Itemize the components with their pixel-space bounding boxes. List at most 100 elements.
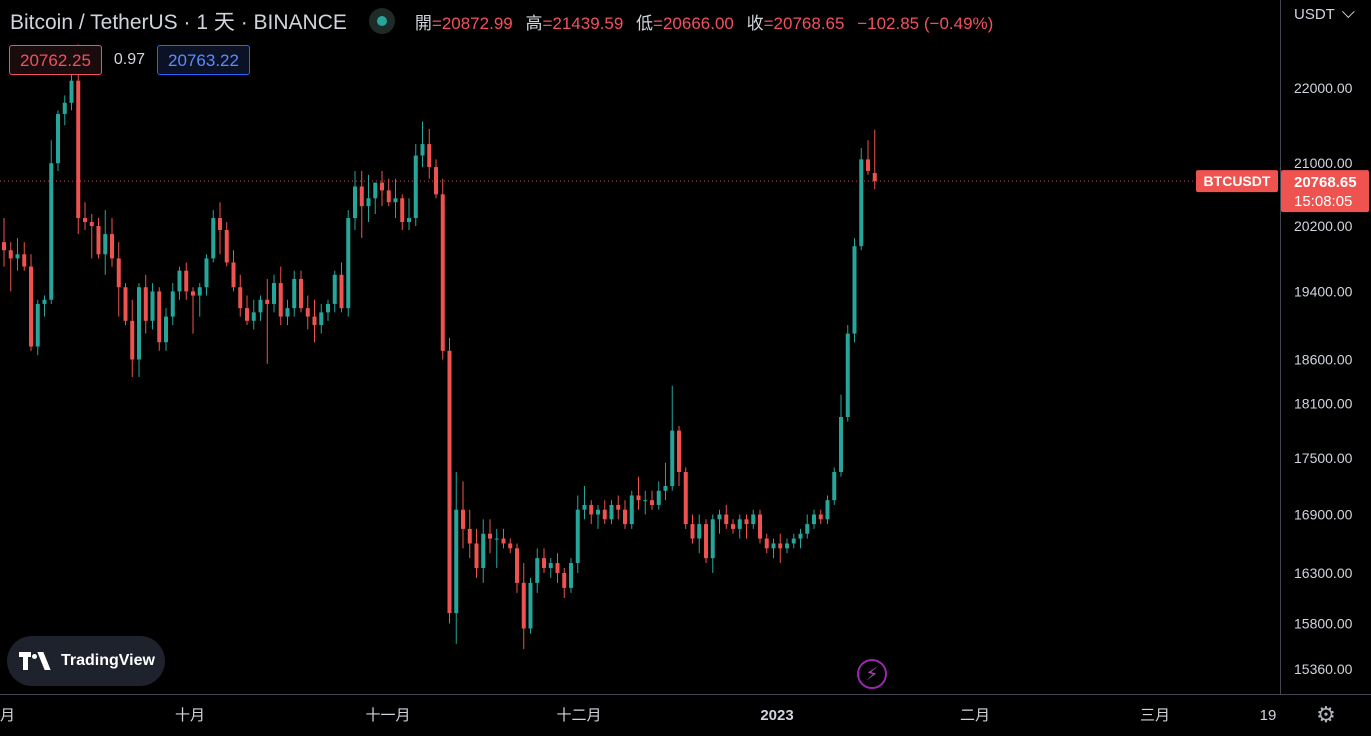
sell-button[interactable]: 20762.25: [9, 45, 102, 75]
spread-value: 0.97: [113, 51, 146, 68]
candle-body: [704, 524, 708, 559]
candle-body: [103, 234, 108, 255]
x-tick-label: 三月: [1140, 707, 1170, 724]
quote-panel: 20762.25 0.97 20763.22: [9, 45, 250, 75]
candle-body: [312, 316, 317, 326]
candle-body: [440, 194, 445, 351]
candle-body: [690, 524, 695, 539]
candle-body: [447, 350, 452, 614]
candle-body: [285, 308, 290, 317]
candle-body: [454, 509, 459, 614]
market-status-icon[interactable]: [368, 8, 395, 34]
candle-body: [589, 504, 594, 515]
candle-body: [818, 514, 823, 520]
candle-body: [150, 291, 155, 321]
candle-body: [157, 291, 162, 343]
candle-body: [609, 504, 614, 520]
currency-selector[interactable]: USDT: [1294, 5, 1355, 23]
candle-body: [663, 486, 668, 491]
candle-body: [346, 218, 351, 309]
candle-body: [623, 509, 627, 525]
candle-body: [265, 299, 270, 304]
x-tick-label: 二月: [960, 707, 990, 724]
y-tick-label: 16900.00: [1294, 506, 1353, 522]
candle-body: [474, 543, 479, 568]
y-tick-label: 18100.00: [1294, 396, 1353, 412]
candle-body: [83, 218, 87, 223]
high-value: =21439.59: [542, 13, 624, 33]
candle-body: [8, 250, 13, 259]
candle-body: [164, 316, 168, 343]
candle-body: [555, 563, 560, 573]
candle-body: [326, 303, 330, 313]
candle-body: [420, 144, 425, 156]
candle-body: [89, 222, 94, 227]
candle-body: [407, 218, 411, 223]
candle-body: [278, 283, 283, 317]
x-tick-label: 2023: [760, 707, 793, 724]
candle-body: [481, 533, 486, 568]
candle-body: [683, 471, 688, 525]
candle-body: [116, 258, 121, 288]
candle-body: [731, 524, 735, 529]
candle-body: [49, 163, 54, 300]
symbol-title[interactable]: Bitcoin / TetherUS · 1 天 · BINANCE: [10, 11, 347, 34]
candle-body: [413, 155, 418, 219]
y-tick-label: 15360.00: [1294, 661, 1353, 677]
candle-body: [501, 538, 506, 544]
currency-label: USDT: [1294, 6, 1335, 23]
last-price-tag-bg: [1281, 170, 1369, 213]
buy-button[interactable]: 20763.22: [157, 45, 250, 75]
candle-body: [35, 303, 40, 347]
low-label: 低: [636, 13, 654, 33]
last-price-value: 20768.65: [1294, 174, 1357, 191]
x-tick-label: 月: [0, 707, 15, 724]
candle-body: [656, 490, 661, 505]
settings-gear-icon[interactable]: ⚙︎: [1316, 702, 1336, 727]
candle-body: [137, 287, 141, 360]
y-tick-label: 21000.00: [1294, 155, 1353, 171]
candle-body: [373, 182, 378, 199]
candle-body: [69, 80, 74, 103]
candle-body: [629, 495, 634, 525]
candle-body: [852, 246, 857, 334]
candle-body: [218, 218, 222, 231]
candle-body: [29, 266, 33, 347]
low-value: =20666.00: [653, 13, 734, 33]
candle-body: [724, 514, 729, 525]
tradingview-logo-text: TradingView: [61, 652, 155, 669]
price-change: −102.85 (−0.49%): [857, 13, 994, 33]
y-tick-label: 22000.00: [1294, 80, 1353, 96]
candle-body: [143, 287, 148, 321]
lightning-icon[interactable]: ⚡︎: [857, 659, 887, 689]
candle-body: [305, 308, 310, 317]
candle-body: [461, 509, 465, 529]
candle-body: [494, 538, 499, 540]
tradingview-logo[interactable]: TradingView: [7, 636, 165, 686]
candle-body: [96, 226, 101, 255]
candle-body: [292, 278, 297, 309]
candle-body: [488, 533, 492, 539]
candle-body: [42, 299, 47, 304]
candle-body: [569, 563, 573, 588]
x-tick-label: 十月: [175, 707, 205, 724]
x-tick-label: 十二月: [556, 707, 601, 724]
candle-body: [400, 198, 405, 223]
candle-body: [528, 582, 533, 629]
candle-body: [764, 538, 769, 549]
close-value: =20768.65: [763, 13, 845, 33]
candle-body: [643, 500, 648, 502]
candle-body: [62, 102, 67, 114]
candle-body: [616, 504, 621, 510]
candle-body: [211, 218, 216, 259]
candle-body: [184, 270, 189, 292]
candle-body: [170, 291, 175, 317]
candle-body: [123, 287, 128, 321]
candle-body: [359, 186, 364, 207]
candle-body: [737, 519, 742, 529]
candle-body: [751, 514, 756, 525]
y-tick-label: 17500.00: [1294, 450, 1353, 466]
candle-body: [575, 509, 580, 564]
candle-body: [812, 514, 816, 525]
